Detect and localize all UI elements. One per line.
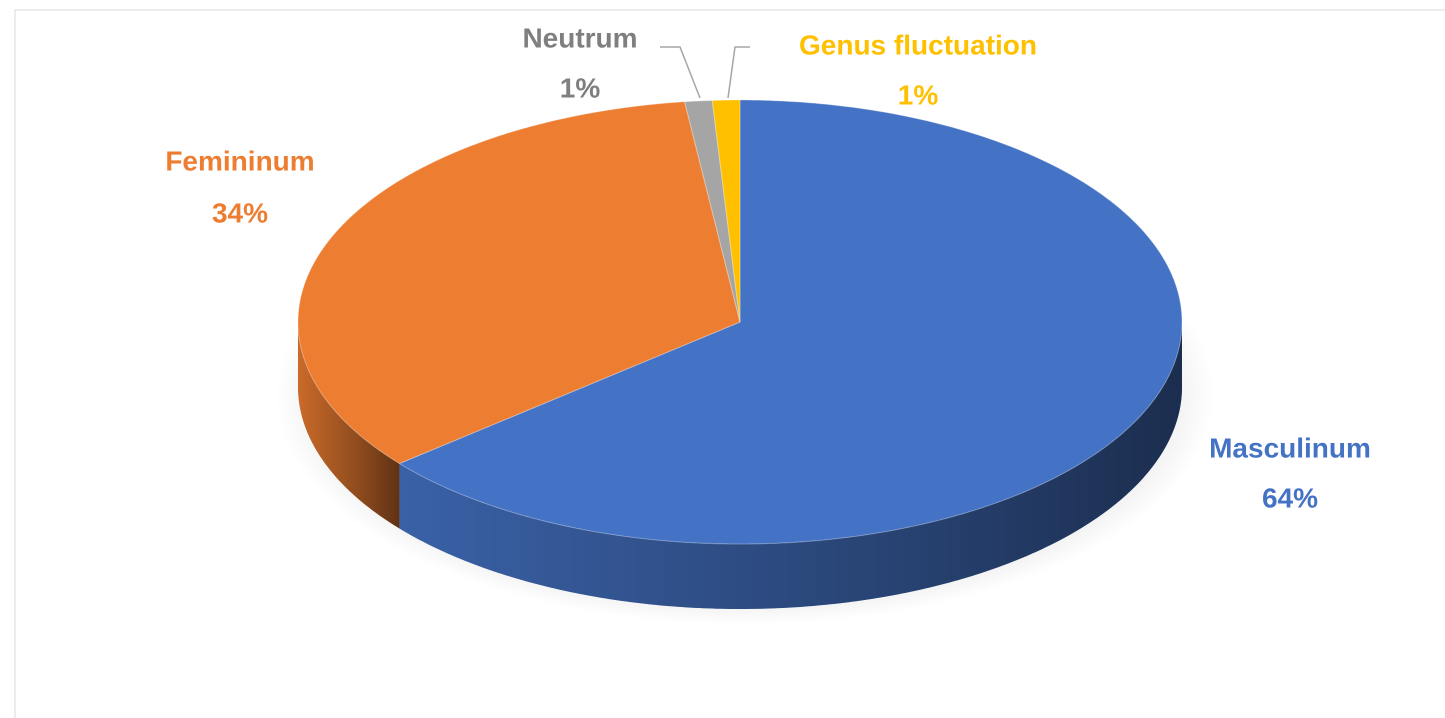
side-shade bbox=[298, 322, 400, 529]
slice bbox=[297, 101, 741, 465]
label-name: Neutrum bbox=[522, 22, 637, 53]
chart-frame bbox=[14, 9, 1445, 718]
label-value: 34% bbox=[212, 197, 268, 228]
side-shade bbox=[399, 322, 1183, 609]
label-value: 1% bbox=[898, 79, 939, 110]
label-value: 1% bbox=[560, 72, 601, 103]
label-value: 64% bbox=[1262, 482, 1318, 513]
label-name: Genus fluctuation bbox=[799, 29, 1037, 60]
slice bbox=[711, 99, 741, 323]
slice bbox=[398, 99, 1183, 545]
leader-line bbox=[727, 46, 750, 99]
leader-line bbox=[660, 46, 701, 99]
label-name: Femininum bbox=[165, 145, 314, 176]
label-name: Masculinum bbox=[1209, 432, 1371, 463]
slice bbox=[683, 99, 741, 323]
